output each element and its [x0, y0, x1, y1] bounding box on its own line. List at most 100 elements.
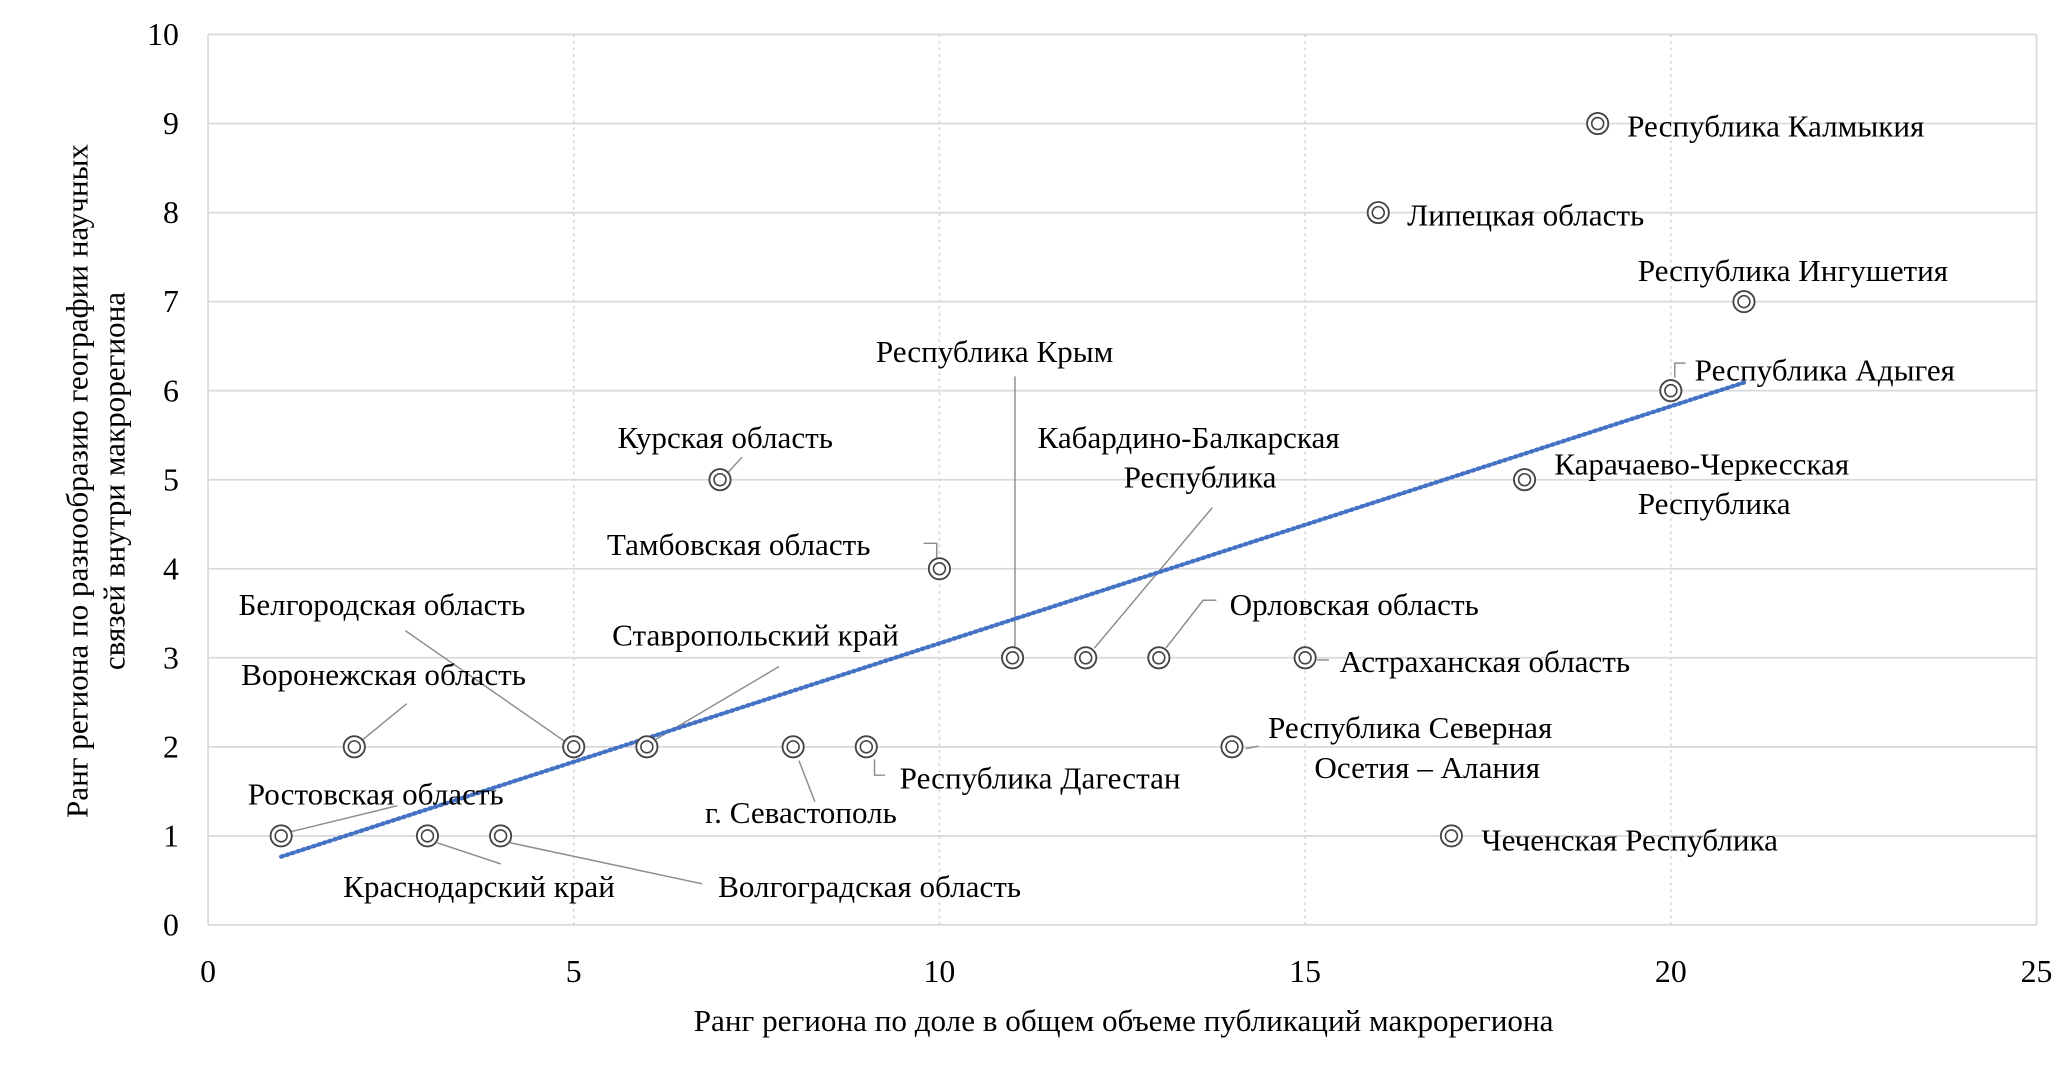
grid [207, 33, 2038, 926]
marker-inner [932, 561, 947, 576]
marker-inner [274, 829, 288, 843]
marker-outer [635, 735, 659, 759]
x-tick-label: 10 [924, 954, 956, 989]
point-label: Карачаево-Черкесская [1554, 446, 1849, 481]
marker-outer [1586, 112, 1610, 136]
y-axis-label-line-1: Ранг региона по разнообразию географии н… [59, 144, 94, 818]
marker-inner [1664, 383, 1678, 398]
point-label: Республика [1124, 460, 1277, 495]
marker-outer [415, 824, 439, 848]
marker-inner [493, 829, 508, 843]
marker-inner [1590, 116, 1605, 131]
marker-outer [562, 735, 586, 759]
y-tick-label: 8 [163, 195, 179, 230]
marker-outer [1147, 646, 1171, 670]
point-label: Республика Крым [876, 334, 1114, 369]
leader-line [726, 456, 743, 474]
marker-inner [1444, 829, 1459, 843]
point-label: Ростовская область [248, 776, 504, 811]
leader-line [873, 759, 886, 776]
point-label: Тамбовская область [607, 527, 871, 562]
marker-inner [640, 740, 654, 754]
y-tick-label: 10 [147, 17, 179, 52]
leader-line [405, 630, 567, 743]
leader-line [1245, 745, 1259, 750]
marker-outer [1366, 201, 1390, 225]
x-tick-label: 0 [200, 954, 216, 989]
data-point [1513, 468, 1537, 492]
marker-outer [1220, 735, 1244, 759]
point-label: Курская область [617, 420, 833, 455]
marker-outer [1074, 646, 1098, 670]
marker-inner [1152, 651, 1166, 665]
marker-inner [420, 829, 435, 843]
data-point [635, 735, 659, 759]
x-tick-label: 5 [566, 954, 582, 989]
marker-outer [269, 824, 293, 848]
leader-line [437, 842, 502, 865]
y-tick-label: 3 [163, 640, 179, 675]
data-point [1147, 646, 1171, 670]
data-point [1001, 646, 1025, 670]
y-axis-label-line-2: связей внутри макрорегиона [97, 292, 132, 670]
marker-inner [786, 740, 800, 754]
marker-outer [927, 557, 951, 581]
marker-outer [1513, 468, 1537, 492]
data-point [1074, 646, 1098, 670]
leader-line [1093, 507, 1213, 649]
point-label: Чеченская Республика [1481, 823, 1778, 858]
marker-outer [781, 735, 805, 759]
data-point [1366, 201, 1390, 225]
marker-outer [1659, 379, 1683, 403]
marker-inner [1078, 651, 1093, 665]
leader-line [1165, 599, 1217, 649]
trendline-group [279, 380, 1747, 859]
data-point [415, 824, 439, 848]
x-axis-label: Ранг региона по доле в общем объеме публ… [694, 1003, 1554, 1038]
data-point [489, 824, 513, 848]
leader-lines [288, 362, 1686, 885]
marker-inner [1737, 294, 1751, 309]
x-tick-label: 25 [2021, 954, 2053, 989]
y-tick-label: 0 [163, 908, 179, 943]
data-point [1220, 735, 1244, 759]
marker-inner [347, 740, 362, 754]
marker-inner [713, 472, 727, 487]
marker-inner [1371, 205, 1386, 220]
point-label: Республика Ингушетия [1638, 253, 1948, 288]
data-point [1439, 824, 1463, 848]
data-point [1293, 646, 1317, 670]
leader-line [1674, 362, 1686, 378]
data-point [854, 735, 878, 759]
x-tick-label: 15 [1289, 954, 1321, 989]
data-point [781, 735, 805, 759]
point-labels: Ростовская область Воронежская область Кра… [239, 109, 1956, 905]
y-tick-label: 1 [163, 818, 179, 853]
leader-line [923, 542, 938, 558]
point-label: Ставропольский край [612, 617, 899, 652]
point-label: Волгоградская область [718, 869, 1021, 904]
point-label: Республика Адыгея [1695, 352, 1955, 387]
marker-inner [1298, 651, 1312, 665]
data-points [269, 112, 1756, 848]
marker-inner [1225, 740, 1239, 754]
y-tick-label: 5 [163, 462, 179, 497]
point-label: Белгородская область [239, 587, 526, 622]
marker-outer [708, 468, 732, 492]
data-point [342, 735, 366, 759]
trendline [279, 380, 1747, 859]
x-tick-label: 20 [1655, 954, 1687, 989]
leader-line [288, 804, 398, 833]
data-point [562, 735, 586, 759]
point-label: Орловская область [1230, 587, 1479, 622]
marker-outer [854, 735, 878, 759]
marker-outer [1293, 646, 1317, 670]
point-label: Республика [1638, 486, 1791, 521]
marker-outer [489, 824, 513, 848]
y-tick-label: 2 [163, 729, 179, 764]
point-label: Липецкая область [1407, 197, 1644, 232]
tick-labels: 0 1 2 3 4 5 6 7 8 9 10 0 5 10 15 20 25 [147, 17, 2052, 989]
marker-outer [1732, 290, 1756, 314]
y-tick-label: 6 [163, 373, 179, 408]
